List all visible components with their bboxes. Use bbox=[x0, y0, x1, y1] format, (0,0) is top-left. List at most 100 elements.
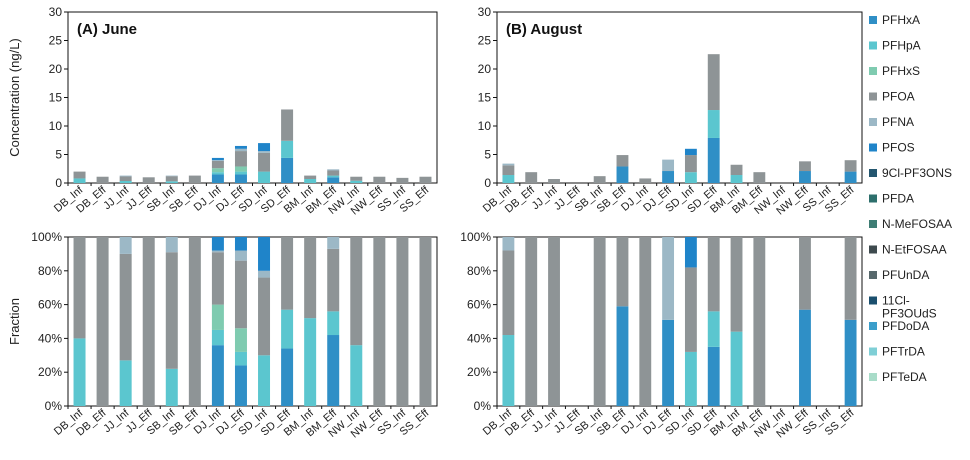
june-fraction-bar-segment bbox=[327, 237, 340, 249]
august-concentration-bar-segment bbox=[707, 137, 720, 183]
august-concentration-bar-segment bbox=[799, 161, 811, 172]
legend-swatch bbox=[869, 169, 877, 177]
august-fraction-bar-segment bbox=[502, 250, 515, 336]
june-concentration-bar-segment bbox=[258, 152, 271, 172]
june-fraction-bar-segment bbox=[211, 252, 224, 305]
legend-label: PFOS bbox=[882, 141, 915, 155]
legend-label: PFTrDA bbox=[882, 345, 925, 359]
legend-swatch bbox=[869, 143, 877, 152]
august-concentration-ytick-label: 5 bbox=[484, 148, 491, 162]
june-concentration-bar-segment bbox=[73, 171, 86, 179]
june-concentration-bar-segment bbox=[119, 176, 132, 182]
august-concentration-bar-segment bbox=[525, 172, 538, 183]
august-concentration-ytick-label: 30 bbox=[478, 5, 492, 19]
june-fraction-bar-segment bbox=[419, 237, 432, 406]
august-fraction-bar-segment bbox=[707, 311, 720, 347]
june-concentration-bar-segment bbox=[258, 143, 271, 152]
legend-label: 9Cl-PF3ONS bbox=[882, 166, 952, 180]
june-fraction-bar-segment bbox=[234, 365, 247, 406]
june-concentration-bar-segment bbox=[211, 160, 224, 161]
august-concentration-ytick-label: 20 bbox=[478, 62, 492, 76]
august-fraction-ytick-label: 40% bbox=[467, 331, 491, 345]
june-fraction-bar-segment bbox=[119, 360, 132, 406]
august-fraction-bar-segment bbox=[548, 237, 560, 406]
june-concentration-bar-segment bbox=[211, 172, 224, 175]
june-fraction-ytick-label: 60% bbox=[38, 298, 62, 312]
june-concentration-bar-segment bbox=[258, 171, 271, 183]
august-concentration-bar-segment bbox=[593, 176, 606, 183]
august-concentration-bar-segment bbox=[844, 160, 857, 172]
august-panel-title: (B) August bbox=[506, 21, 582, 38]
august-concentration-bar-segment bbox=[662, 171, 675, 183]
legend-label: PFTeDA bbox=[882, 370, 927, 384]
june-fraction-bar-segment bbox=[281, 348, 294, 406]
august-concentration-bar-segment bbox=[799, 171, 811, 183]
june-concentration-bar-segment bbox=[327, 169, 340, 171]
june-concentration-ytick-label: 10 bbox=[49, 119, 63, 133]
june-fraction-bar-segment bbox=[211, 250, 224, 253]
june-concentration-ytick-label: 30 bbox=[49, 5, 63, 19]
legend-label: N-MeFOSAA bbox=[882, 217, 952, 231]
august-fraction-bar-segment bbox=[639, 237, 652, 406]
legend-label: PFNA bbox=[882, 115, 914, 129]
june-fraction-bar-segment bbox=[211, 304, 224, 330]
august-concentration-bar-segment bbox=[707, 110, 720, 138]
august-concentration-bar-segment bbox=[639, 178, 652, 183]
june-fraction-bar-segment bbox=[304, 318, 317, 406]
august-fraction-bar-segment bbox=[844, 319, 857, 406]
august-concentration-bar-segment bbox=[502, 165, 515, 176]
august-concentration-ytick-label: 15 bbox=[478, 91, 492, 105]
june-concentration-bar-segment bbox=[234, 174, 247, 183]
june-fraction-bar-segment bbox=[258, 270, 271, 278]
june-concentration-bar-segment bbox=[304, 175, 317, 180]
august-fraction-ytick-label: 0% bbox=[474, 399, 492, 413]
august-fraction-bar-segment bbox=[525, 237, 538, 406]
legend-label: PFDoDA bbox=[882, 319, 929, 333]
june-concentration-bar-segment bbox=[327, 175, 340, 178]
june-fraction-bar-segment bbox=[234, 250, 247, 261]
august-fraction-bar-segment bbox=[684, 351, 697, 406]
june-fraction-bar-segment bbox=[350, 237, 363, 346]
august-fraction-ytick-label: 20% bbox=[467, 365, 491, 379]
legend-swatch bbox=[869, 347, 877, 356]
june-concentration-ytick-label: 25 bbox=[49, 34, 63, 48]
august-concentration-bar-segment bbox=[548, 179, 560, 183]
august-concentration-bar-segment bbox=[684, 155, 697, 173]
june-concentration-bar-segment bbox=[281, 140, 294, 158]
june-concentration-bar-segment bbox=[234, 171, 247, 175]
june-concentration-ytick-label: 15 bbox=[49, 91, 63, 105]
august-fraction-bar-segment bbox=[753, 237, 766, 406]
august-concentration-ytick-label: 10 bbox=[478, 119, 492, 133]
june-concentration-bar-segment bbox=[234, 151, 247, 167]
june-concentration-bar-segment bbox=[234, 145, 247, 149]
june-fraction-bar-segment bbox=[281, 309, 294, 349]
august-concentration-bar-segment bbox=[616, 166, 629, 183]
legend-label: PFHxS bbox=[882, 64, 920, 78]
june-concentration-ytick-label: 20 bbox=[49, 62, 63, 76]
june-concentration-bar-segment bbox=[281, 109, 294, 141]
june-concentration-bar-segment bbox=[234, 148, 247, 152]
august-fraction-bar-segment bbox=[799, 237, 811, 310]
august-fraction-bar-segment bbox=[730, 237, 743, 332]
legend-label: PFHpA bbox=[882, 39, 921, 53]
june-concentration-bar-segment bbox=[258, 151, 271, 153]
june-fraction-ytick-label: 20% bbox=[38, 365, 62, 379]
legend-swatch bbox=[869, 271, 877, 279]
june-concentration-bar-segment bbox=[165, 175, 178, 177]
june-fraction-bar-segment bbox=[396, 237, 409, 406]
june-concentration-bar-segment bbox=[188, 175, 201, 183]
fraction-axis-title: Fraction bbox=[7, 298, 22, 345]
june-concentration-bar-segment bbox=[211, 157, 224, 161]
june-concentration-bar-segment bbox=[211, 168, 224, 173]
june-fraction-bar-segment bbox=[234, 328, 247, 352]
june-fraction-bar-segment bbox=[327, 335, 340, 406]
legend-swatch bbox=[869, 67, 877, 75]
august-concentration-bar-segment bbox=[502, 163, 515, 166]
june-concentration-bar-segment bbox=[119, 175, 132, 177]
june-fraction-bar-segment bbox=[258, 355, 271, 406]
june-fraction-ytick-label: 40% bbox=[38, 331, 62, 345]
june-concentration-bar-segment bbox=[350, 176, 363, 181]
june-fraction-bar-segment bbox=[258, 237, 271, 271]
june-concentration-bar-segment bbox=[281, 157, 294, 183]
